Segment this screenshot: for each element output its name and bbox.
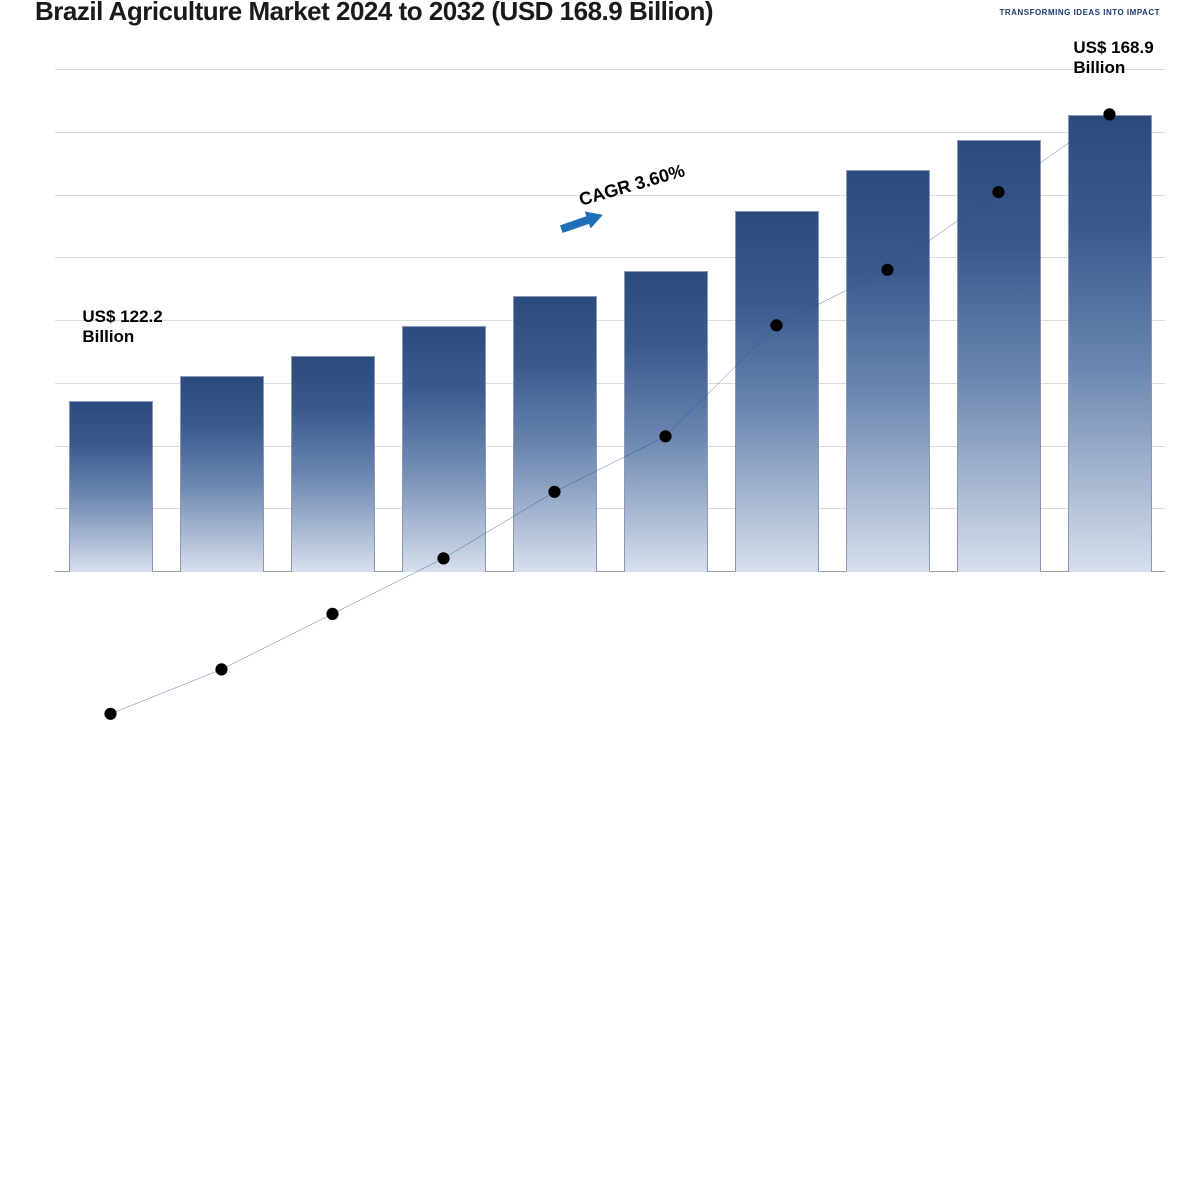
chart-container: Brazil Agriculture Market 2024 to 2032 (… — [0, 0, 1200, 600]
bar — [624, 271, 708, 572]
bar — [957, 140, 1041, 572]
brand-tagline: TRANSFORMING IDEAS INTO IMPACT — [1000, 8, 1160, 17]
chart-plot-area: US$ 122.2 Billion US$ 168.9 Billion CAGR… — [55, 70, 1165, 572]
data-marker — [326, 608, 338, 620]
bar — [846, 170, 930, 572]
bar — [69, 401, 153, 572]
last-value-label: US$ 168.9 Billion — [1073, 38, 1153, 77]
chart-title: Brazil Agriculture Market 2024 to 2032 (… — [35, 0, 713, 27]
bar — [513, 296, 597, 572]
first-value-label: US$ 122.2 Billion — [82, 307, 162, 346]
data-marker — [104, 708, 116, 720]
bar — [180, 376, 264, 572]
bar — [1068, 115, 1152, 572]
bar — [402, 326, 486, 572]
bars-layer — [55, 70, 1165, 572]
bar — [291, 356, 375, 572]
bar — [735, 211, 819, 572]
data-marker — [215, 663, 227, 675]
